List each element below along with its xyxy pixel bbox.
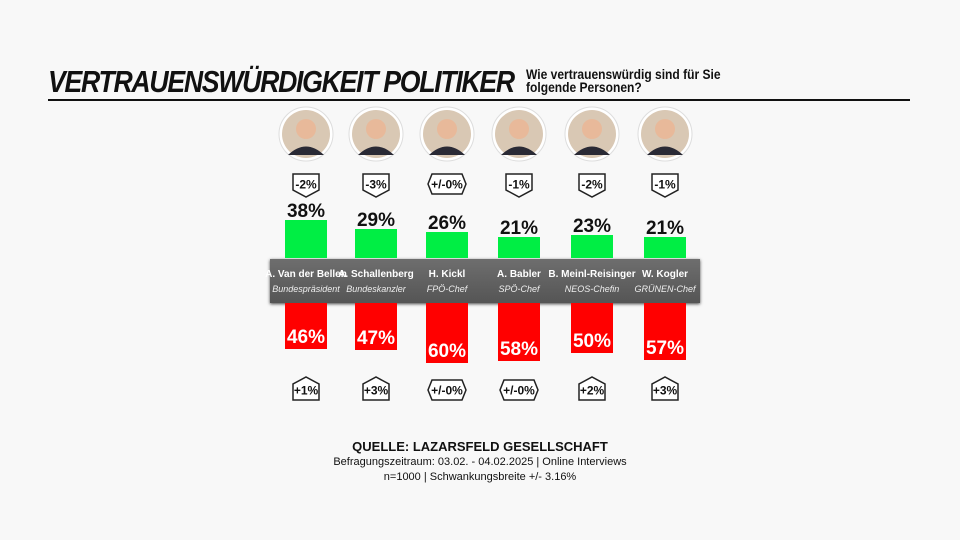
distrust-change-label: +3%	[364, 384, 389, 398]
politician-name: A. Van der Bellen	[265, 269, 347, 280]
distrust-value-label: 46%	[287, 327, 325, 348]
distrust-change-label: +1%	[294, 384, 319, 398]
title-rule	[48, 99, 910, 101]
trust-badge	[427, 173, 467, 195]
distrust-bar	[426, 303, 468, 363]
trust-change-label: -1%	[654, 178, 676, 192]
distrust-badge	[427, 379, 467, 401]
politician-name: B. Meinl-Reisinger	[548, 269, 635, 280]
subtitle: Wie vertrauenswürdig sind für Sie folgend…	[526, 66, 721, 95]
trust-bar	[644, 237, 686, 258]
trust-change-label: -2%	[581, 178, 603, 192]
politician-name: H. Kickl	[429, 269, 466, 280]
trust-bar	[355, 229, 397, 258]
avatar-suit	[288, 146, 324, 155]
avatar-suit	[429, 146, 465, 155]
politician-role: SPÖ-Chef	[498, 284, 541, 294]
distrust-change-label: +3%	[653, 384, 678, 398]
distrust-value-label: 47%	[357, 328, 395, 349]
trust-bar	[571, 235, 613, 258]
avatar-suit	[574, 146, 610, 155]
distrust-value-label: 50%	[573, 331, 611, 352]
distrust-value-label: 60%	[428, 341, 466, 362]
page-title: VERTRAUENSWÜRDIGKEIT POLITIKER	[48, 64, 515, 99]
trust-value-label: 38%	[287, 201, 325, 222]
trust-bar	[426, 232, 468, 258]
avatar-suit	[358, 146, 394, 155]
politician-name: A. Schallenberg	[338, 269, 414, 280]
avatar-suit	[647, 146, 683, 155]
distrust-badge	[499, 379, 539, 401]
source-title: QUELLE: LAZARSFELD GESELLSCHAFT	[352, 439, 608, 454]
politician-name: W. Kogler	[642, 269, 688, 280]
politician-role: GRÜNEN-Chef	[634, 284, 697, 294]
politician-role: FPÖ-Chef	[427, 284, 469, 294]
distrust-bar	[498, 303, 540, 361]
distrust-value-label: 58%	[500, 339, 538, 360]
distrust-badge	[578, 376, 606, 401]
source-line-2: n=1000 | Schwankungsbreite +/- 3.16%	[383, 471, 577, 483]
distrust-bar	[644, 303, 686, 360]
avatar-face	[582, 119, 602, 139]
trust-badge	[651, 173, 679, 198]
trust-value-label: 21%	[500, 218, 538, 239]
distrust-change-label: +/-0%	[431, 384, 463, 398]
trust-change-label: +/-0%	[431, 178, 463, 192]
politician-name: A. Babler	[497, 269, 541, 280]
trust-value-label: 26%	[428, 213, 466, 234]
subtitle-line-2: folgende Personen?	[526, 79, 642, 95]
avatar-face	[296, 119, 316, 139]
distrust-value-label: 57%	[646, 338, 684, 359]
distrust-badge	[651, 376, 679, 401]
trust-value-label: 21%	[646, 218, 684, 239]
avatar-face	[437, 119, 457, 139]
distrust-change-label: +2%	[580, 384, 605, 398]
subtitle-line-1: Wie vertrauenswürdig sind für Sie	[526, 66, 721, 82]
politician-role: Bundeskanzler	[346, 284, 407, 294]
trust-change-label: -1%	[508, 178, 530, 192]
trust-value-label: 29%	[357, 210, 395, 231]
trust-badge	[505, 173, 533, 198]
distrust-bar	[285, 303, 327, 349]
trust-bar	[498, 237, 540, 258]
distrust-badge	[362, 376, 390, 401]
trust-change-label: -2%	[295, 178, 317, 192]
distrust-badge	[292, 376, 320, 401]
trust-badge	[578, 173, 606, 198]
source-line-1: Befragungszeitraum: 03.02. - 04.02.2025 …	[333, 456, 627, 468]
politician-role: Bundespräsident	[272, 284, 340, 294]
trust-bar	[285, 220, 327, 258]
avatar-face	[509, 119, 529, 139]
distrust-change-label: +/-0%	[503, 384, 535, 398]
trust-change-label: -3%	[365, 178, 387, 192]
trust-badge	[362, 173, 390, 198]
distrust-bar	[571, 303, 613, 353]
trust-badge	[292, 173, 320, 198]
avatar-face	[655, 119, 675, 139]
name-band	[270, 259, 700, 303]
avatar-suit	[501, 146, 537, 155]
politician-role: NEOS-Chefin	[565, 284, 620, 294]
distrust-bar	[355, 303, 397, 350]
trust-value-label: 23%	[573, 216, 611, 237]
avatar-face	[366, 119, 386, 139]
